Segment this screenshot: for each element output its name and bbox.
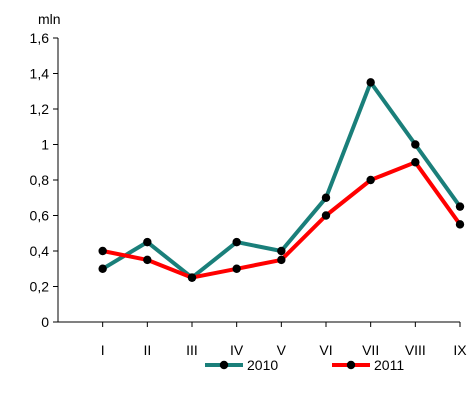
legend: 2010 2011 [205,357,404,373]
data-point-2011 [366,175,375,185]
data-point-2011 [187,273,197,282]
data-point-2010 [232,237,241,247]
data-point-2011 [98,246,107,256]
y-tick-label: 0,4 [30,243,50,259]
x-tick-label: VI [319,342,332,358]
y-tick-label: 1,4 [30,66,50,82]
y-tick-label: 0,6 [30,208,50,224]
axes: 00,20,40,60,811,21,41,6I II III IV V VI VII VII… [30,30,467,358]
x-tick-label: III [186,342,198,358]
data-point-2010 [321,193,331,202]
legend-label-2010: 2010 [247,357,278,373]
x-tick-label: I [101,342,105,358]
y-tick-label: 0,2 [30,279,50,295]
y-tick-label: 0,8 [30,172,50,188]
data-point-2011 [143,255,152,265]
x-tick-label: VII [362,342,379,358]
data-point-2010 [411,140,420,149]
y-tick-label: 0 [41,314,49,330]
data-point-2010 [98,264,107,273]
x-tick-label: VIII [405,342,426,358]
y-tick-label: 1,2 [30,101,50,117]
y-tick-label: 1 [41,137,49,153]
x-tick-label: IV [230,342,244,358]
y-tick-label: 1,6 [30,30,50,46]
legend-marker-2011 [346,360,356,370]
x-tick-label: V [277,342,287,358]
data-point-2010 [277,246,286,256]
series-markers [98,78,465,282]
data-point-2011 [232,264,241,273]
data-point-2011 [321,211,331,220]
data-point-2010 [455,202,465,211]
y-unit-label: mln [38,11,61,27]
x-tick-label: II [143,342,151,358]
data-point-2011 [411,158,420,167]
x-tick-label: IX [453,342,467,358]
legend-marker-2010 [219,360,229,370]
legend-label-2011: 2011 [374,357,404,373]
data-point-2011 [277,255,286,265]
data-point-2011 [455,220,465,229]
data-point-2010 [143,237,152,247]
data-point-2010 [366,78,375,87]
